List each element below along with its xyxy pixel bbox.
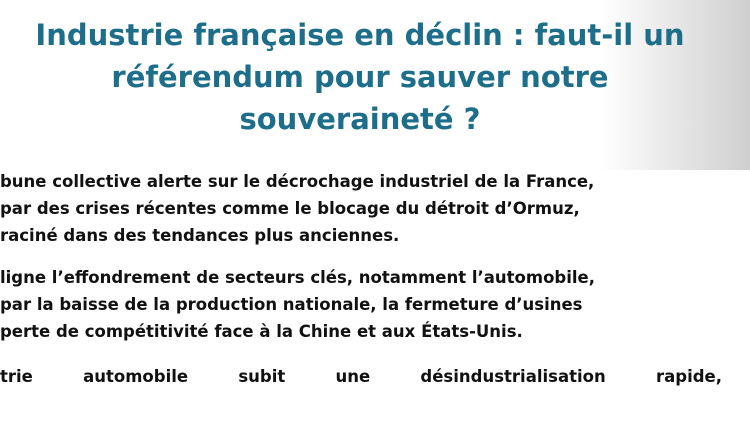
title-line: Industrie française en déclin : faut-il … (35, 18, 685, 52)
body-line: raciné dans des tendances plus anciennes… (0, 226, 400, 245)
background-shade (600, 0, 750, 170)
body-line: perte de compétitivité face à la Chine e… (0, 322, 523, 341)
body-line: par des crises récentes comme le blocage… (0, 199, 580, 218)
title-line: souveraineté ? (239, 102, 481, 136)
title-line: référendum pour sauver notre (111, 60, 609, 94)
body-line: bune collective alerte sur le décrochage… (0, 172, 595, 191)
body-line: par la baisse de la production nationale… (0, 295, 583, 314)
body-line: trie automobile subit une désindustriali… (0, 367, 722, 386)
body-line: ligne l’effondrement de secteurs clés, n… (0, 268, 595, 287)
